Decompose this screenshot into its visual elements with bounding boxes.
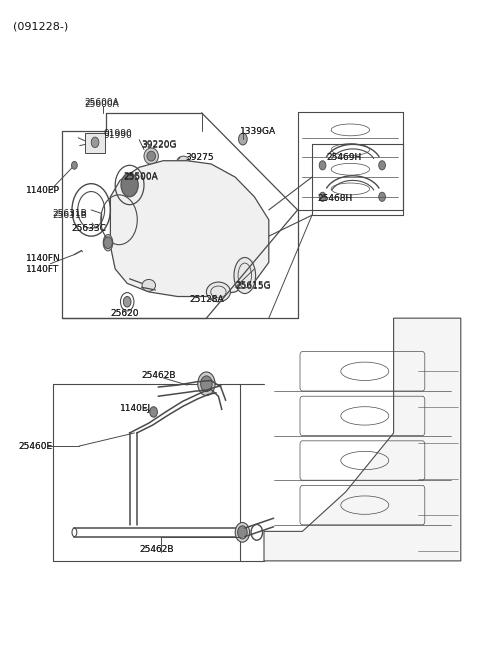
Text: 25469H: 25469H [326,153,361,162]
Text: 1140FT: 1140FT [26,265,60,274]
Text: 25615G: 25615G [235,281,271,291]
Text: 25631B: 25631B [53,209,87,218]
Circle shape [239,133,247,145]
Text: 1339GA: 1339GA [240,127,276,136]
Text: 39220G: 39220G [142,141,177,150]
Circle shape [121,173,138,197]
Circle shape [319,192,326,201]
Text: 25633C: 25633C [71,224,106,233]
Text: 39275: 39275 [185,153,214,162]
Text: 25462B: 25462B [142,371,176,380]
Circle shape [319,161,326,170]
Circle shape [235,522,250,542]
Text: 25128A: 25128A [190,295,224,304]
Ellipse shape [103,234,113,251]
Ellipse shape [234,257,256,294]
Circle shape [123,297,131,307]
Text: 1140EP: 1140EP [26,186,60,195]
Text: 25469H: 25469H [326,153,361,162]
Text: 1339GA: 1339GA [240,127,276,136]
Text: 25620: 25620 [110,309,139,318]
Text: 25631B: 25631B [53,211,87,220]
Polygon shape [110,161,269,297]
Text: 39275: 39275 [185,153,214,162]
FancyBboxPatch shape [85,133,105,153]
Text: (091228-): (091228-) [13,21,69,31]
Text: 1140FT: 1140FT [26,265,60,274]
Text: 39220G: 39220G [142,140,177,150]
Text: 1140EJ: 1140EJ [120,403,151,413]
Text: 25462B: 25462B [142,371,176,380]
Text: 1140FN: 1140FN [26,254,61,263]
Text: 25462B: 25462B [139,544,174,554]
Ellipse shape [144,148,158,164]
Text: 1140FN: 1140FN [26,254,61,263]
Circle shape [379,161,385,170]
Polygon shape [264,318,461,561]
Text: 25633C: 25633C [71,224,106,233]
Text: 25128A: 25128A [190,295,224,304]
Text: 25600A: 25600A [84,98,119,108]
Ellipse shape [142,279,156,291]
Ellipse shape [177,156,190,168]
Ellipse shape [147,151,156,161]
Ellipse shape [206,282,230,302]
Text: 25468H: 25468H [318,194,353,203]
Text: 25500A: 25500A [124,173,158,182]
Text: 1140EP: 1140EP [26,186,60,195]
Circle shape [104,237,112,249]
Text: 91990: 91990 [103,131,132,140]
Text: 91990: 91990 [103,129,132,138]
Text: 25620: 25620 [110,309,139,318]
Text: 25615G: 25615G [235,281,271,290]
Text: 25460E: 25460E [18,441,52,451]
Text: 25600A: 25600A [84,100,119,110]
Circle shape [198,372,215,396]
Text: 1140EJ: 1140EJ [120,403,151,413]
Text: 25460E: 25460E [18,441,52,451]
Text: 25462B: 25462B [139,544,174,554]
Circle shape [150,407,157,417]
Circle shape [91,137,99,148]
Circle shape [72,161,77,169]
Text: 25468H: 25468H [318,194,353,203]
Circle shape [379,192,385,201]
Circle shape [238,526,247,539]
Circle shape [201,376,212,392]
Text: 25500A: 25500A [124,172,158,181]
